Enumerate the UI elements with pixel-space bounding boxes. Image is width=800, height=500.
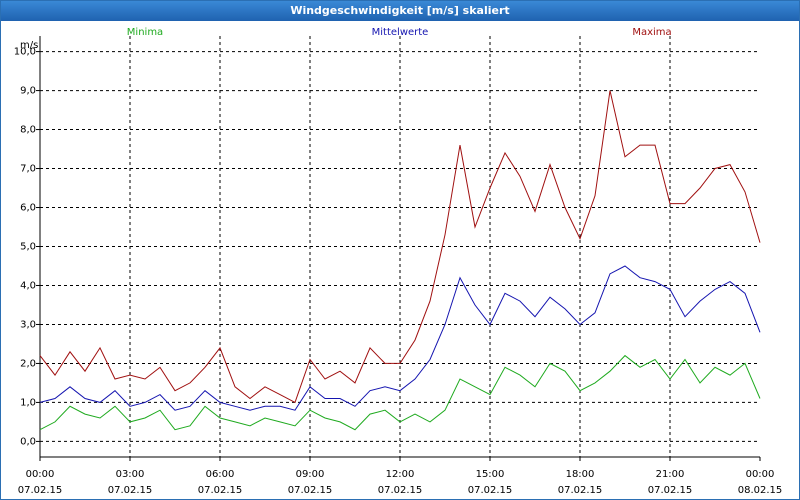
y-tick-label: 0,0 [20, 436, 36, 447]
x-tick-time: 15:00 [476, 469, 505, 480]
x-tick-date: 07.02.15 [108, 485, 153, 496]
y-tick-label: 4,0 [20, 280, 36, 291]
x-tick-date: 07.02.15 [558, 485, 603, 496]
x-tick-time: 06:00 [206, 469, 235, 480]
series-line-maxima [39, 90, 761, 404]
y-tick-label: 9,0 [20, 86, 36, 97]
grid [40, 36, 760, 457]
series-line-mittelwerte [39, 265, 761, 411]
y-tick-label: 3,0 [20, 319, 36, 330]
legend-minima: Minima [127, 27, 163, 38]
y-tick-label: 6,0 [20, 203, 36, 214]
x-tick-time: 21:00 [656, 469, 685, 480]
series-lines [39, 90, 761, 431]
y-tick-label: 5,0 [20, 242, 36, 253]
legend-mittelwerte: Mittelwerte [372, 27, 429, 38]
x-tick-time: 12:00 [386, 469, 415, 480]
y-tick-label: 2,0 [20, 358, 36, 369]
x-tick-time: 03:00 [116, 469, 145, 480]
x-tick-date: 07.02.15 [198, 485, 243, 496]
x-tick-date: 08.02.15 [738, 485, 783, 496]
x-tick-time: 00:00 [746, 469, 775, 480]
y-ticks: 0,0 1,0 2,0 3,0 4,0 5,0 6,0 7,0 8,0 9,0 10,0 [14, 47, 40, 447]
y-tick-label: 1,0 [20, 397, 36, 408]
series-line-minima [39, 354, 761, 431]
x-tick-date: 07.02.15 [18, 485, 63, 496]
x-tick-time: 18:00 [566, 469, 595, 480]
x-tick-date: 07.02.15 [468, 485, 513, 496]
x-tick-date: 07.02.15 [648, 485, 693, 496]
legend-maxima: Maxima [632, 27, 671, 38]
x-tick-time: 00:00 [26, 469, 55, 480]
y-tick-label: 8,0 [20, 125, 36, 136]
y-tick-label: 10,0 [14, 47, 36, 58]
x-tick-date: 07.02.15 [288, 485, 333, 496]
x-tick-date: 07.02.15 [378, 485, 423, 496]
y-tick-label: 7,0 [20, 164, 36, 175]
y-axis-label: m/s [20, 40, 38, 51]
chart-title: Windgeschwindigkeit [m/s] skaliert [1, 1, 799, 21]
x-tick-time: 09:00 [296, 469, 325, 480]
x-ticks: 00:00 07.02.15 03:00 07.02.15 06:00 07.02.15 0… [18, 457, 783, 496]
legend: Minima Mittelwerte Maxima [127, 27, 672, 38]
